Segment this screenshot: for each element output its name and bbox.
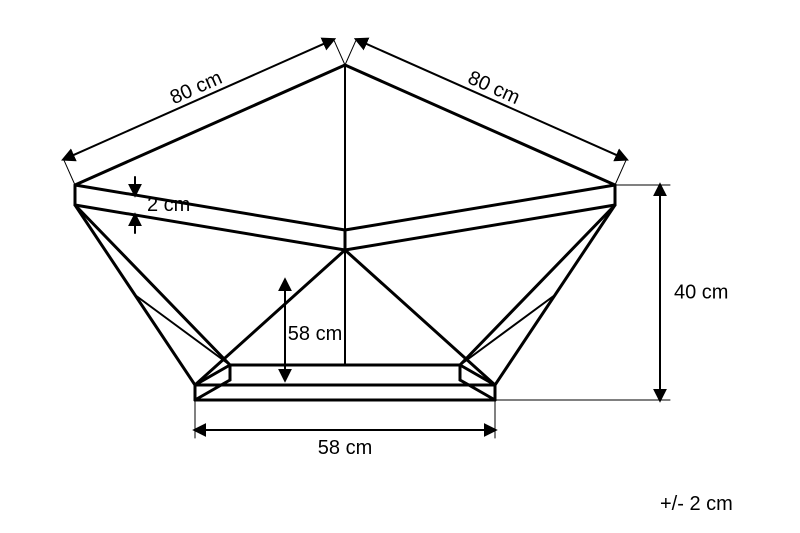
tolerance-note: +/- 2 cm <box>660 493 733 515</box>
dim-overall-height: 40 cm <box>674 282 728 304</box>
dim-top-left: 80 cm <box>167 67 226 109</box>
dim-base-width: 58 cm <box>318 437 372 459</box>
dimension-drawing: 80 cm 80 cm 2 cm 58 cm 58 cm 40 cm +/- 2… <box>0 0 800 533</box>
dim-top-right: 80 cm <box>464 67 523 109</box>
dim-thickness: 2 cm <box>147 194 190 216</box>
dim-mid-height: 58 cm <box>288 323 342 345</box>
table-outline <box>75 65 615 400</box>
dimension-lines <box>64 39 670 438</box>
